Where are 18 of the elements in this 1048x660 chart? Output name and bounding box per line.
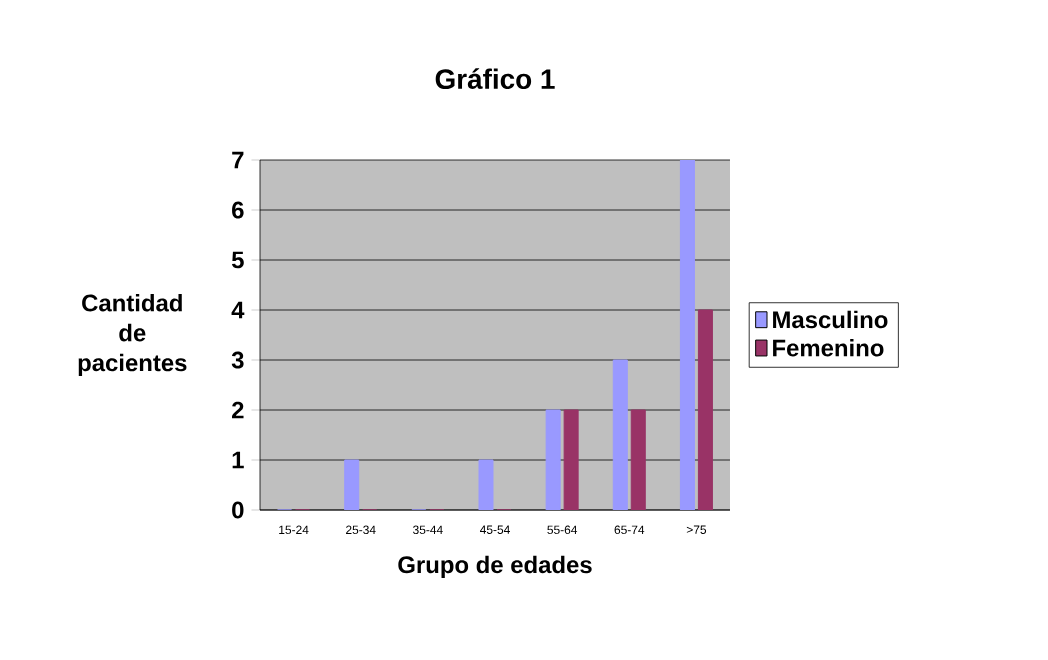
y-tick-label: 4 (231, 301, 245, 319)
chart-title: Gráfico 1 (435, 68, 555, 90)
y-tick-label: 3 (231, 351, 244, 369)
bar (478, 459, 494, 510)
bar (545, 409, 561, 510)
bar (679, 160, 695, 510)
y-tick-label: 5 (231, 251, 244, 269)
y-tick-label: 0 (232, 501, 244, 519)
bar (612, 359, 628, 510)
y-tick-label: 2 (232, 401, 244, 419)
bar (344, 459, 360, 510)
y-tick-label: 7 (232, 151, 244, 169)
y-tick-label: 1 (232, 451, 244, 469)
y-tick-label: 6 (232, 201, 244, 219)
legend-label: Femenino (773, 339, 884, 357)
x-axis-title: Grupo de edades (398, 555, 592, 578)
y-axis-title: Cantidad de pacientes (78, 293, 187, 377)
legend-label: Masculino (773, 310, 888, 329)
